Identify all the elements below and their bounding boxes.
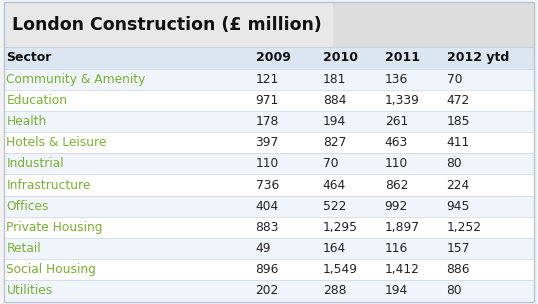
Text: 397: 397 — [256, 136, 279, 149]
Bar — [4, 90, 534, 111]
Text: 992: 992 — [385, 200, 408, 213]
Text: Sector: Sector — [6, 51, 52, 64]
Text: Private Housing: Private Housing — [6, 221, 103, 234]
Bar — [4, 2, 534, 47]
Text: 522: 522 — [323, 200, 346, 213]
Text: 411: 411 — [447, 136, 470, 149]
Text: 472: 472 — [447, 94, 470, 107]
Text: Education: Education — [6, 94, 67, 107]
Text: 116: 116 — [385, 242, 408, 255]
Text: 736: 736 — [256, 178, 279, 192]
Bar — [4, 217, 534, 238]
Text: 70: 70 — [323, 157, 338, 170]
Text: 224: 224 — [447, 178, 470, 192]
Text: 202: 202 — [256, 285, 279, 298]
Text: 886: 886 — [447, 263, 470, 276]
Bar — [4, 174, 534, 196]
Bar — [332, 2, 534, 47]
Text: 288: 288 — [323, 285, 346, 298]
Text: 121: 121 — [256, 73, 279, 86]
Bar — [4, 153, 534, 174]
Text: 971: 971 — [256, 94, 279, 107]
Bar — [4, 196, 534, 217]
Text: 827: 827 — [323, 136, 346, 149]
Text: 261: 261 — [385, 115, 408, 128]
Text: Utilities: Utilities — [6, 285, 53, 298]
Text: Hotels & Leisure: Hotels & Leisure — [6, 136, 107, 149]
Text: 136: 136 — [385, 73, 408, 86]
Text: 463: 463 — [385, 136, 408, 149]
Text: Social Housing: Social Housing — [6, 263, 96, 276]
Text: Health: Health — [6, 115, 47, 128]
Text: 1,549: 1,549 — [323, 263, 358, 276]
Text: 862: 862 — [385, 178, 408, 192]
Text: 404: 404 — [256, 200, 279, 213]
Text: 194: 194 — [323, 115, 346, 128]
Text: 2010: 2010 — [323, 51, 358, 64]
Text: 49: 49 — [256, 242, 271, 255]
Text: 80: 80 — [447, 157, 462, 170]
Text: Offices: Offices — [6, 200, 49, 213]
Text: 896: 896 — [256, 263, 279, 276]
Text: 110: 110 — [256, 157, 279, 170]
Text: Community & Amenity: Community & Amenity — [6, 73, 146, 86]
Text: 2012 ytd: 2012 ytd — [447, 51, 509, 64]
Text: 945: 945 — [447, 200, 470, 213]
Bar — [4, 111, 534, 132]
Text: 2009: 2009 — [256, 51, 291, 64]
Bar — [4, 238, 534, 259]
Text: 194: 194 — [385, 285, 408, 298]
Bar — [4, 47, 534, 68]
Text: Industrial: Industrial — [6, 157, 64, 170]
Text: 178: 178 — [256, 115, 279, 128]
Text: 883: 883 — [256, 221, 279, 234]
Text: 80: 80 — [447, 285, 462, 298]
Text: 2011: 2011 — [385, 51, 420, 64]
Bar — [4, 132, 534, 153]
Text: 1,295: 1,295 — [323, 221, 358, 234]
Text: Retail: Retail — [6, 242, 41, 255]
Text: Infrastructure: Infrastructure — [6, 178, 91, 192]
Bar — [4, 259, 534, 280]
Bar — [4, 68, 534, 90]
Text: London Construction (£ million): London Construction (£ million) — [12, 16, 322, 33]
Text: 157: 157 — [447, 242, 470, 255]
Text: 181: 181 — [323, 73, 346, 86]
Text: 884: 884 — [323, 94, 346, 107]
Text: 1,897: 1,897 — [385, 221, 420, 234]
Bar — [332, 2, 534, 47]
Text: 1,339: 1,339 — [385, 94, 420, 107]
Text: 110: 110 — [385, 157, 408, 170]
Text: 464: 464 — [323, 178, 346, 192]
Text: 70: 70 — [447, 73, 462, 86]
Text: 1,252: 1,252 — [447, 221, 482, 234]
Text: 185: 185 — [447, 115, 470, 128]
Text: 164: 164 — [323, 242, 346, 255]
Text: 1,412: 1,412 — [385, 263, 420, 276]
Bar — [4, 280, 534, 302]
